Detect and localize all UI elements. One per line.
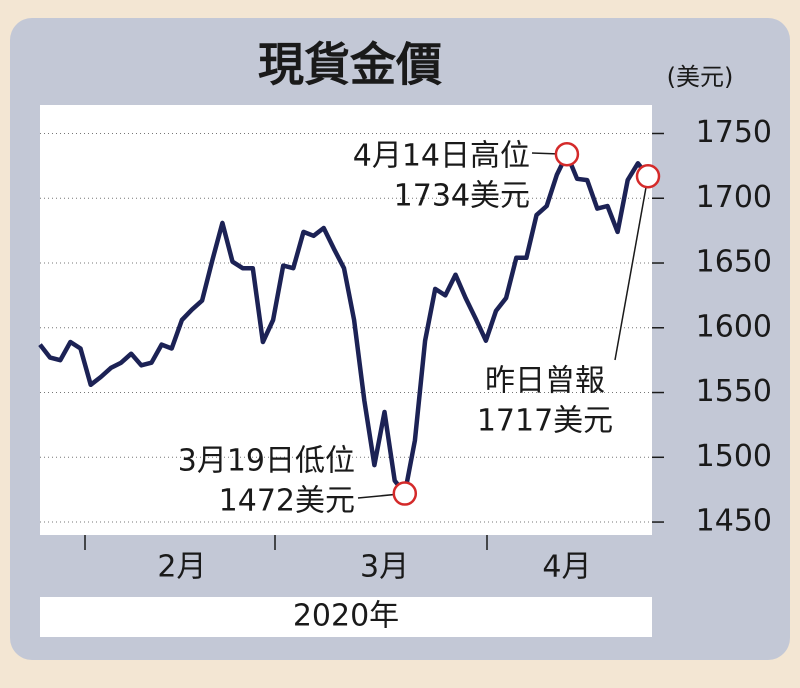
y-tick-label: 1700 — [696, 180, 772, 215]
annotation-text: 4月14日高位 — [353, 139, 530, 174]
y-tick-label: 1750 — [696, 115, 772, 150]
y-tick-label: 1500 — [696, 439, 772, 474]
price-line — [38, 151, 650, 496]
x-axis-label: 2020年 — [293, 599, 399, 634]
annotation-text: 1734美元 — [394, 179, 530, 214]
y-tick-label: 1650 — [696, 245, 772, 280]
month-separators — [84, 535, 488, 550]
annotation-text: 1472美元 — [219, 484, 355, 519]
annotation-leader — [614, 176, 649, 361]
y-tick-label: 1600 — [696, 309, 772, 344]
annotation-marker — [392, 481, 418, 506]
x-tick-label: 2月 — [157, 550, 206, 585]
y-tick-label: 1550 — [696, 374, 772, 409]
x-tick-label: 4月 — [542, 550, 591, 585]
annotation-text: 昨日曾報 — [485, 364, 605, 399]
annotation-marker — [635, 163, 661, 189]
x-tick-label: 3月 — [360, 550, 409, 585]
year-box — [40, 597, 652, 637]
y-tick-label: 1450 — [696, 504, 772, 539]
y-unit: (美元) — [667, 63, 734, 91]
plot-area — [40, 105, 652, 535]
annotation-text: 1717美元 — [477, 404, 613, 439]
annotation-marker — [554, 141, 580, 167]
annotation-text: 3月19日低位 — [178, 444, 355, 479]
chart-title: 現貨金價 — [258, 38, 442, 92]
